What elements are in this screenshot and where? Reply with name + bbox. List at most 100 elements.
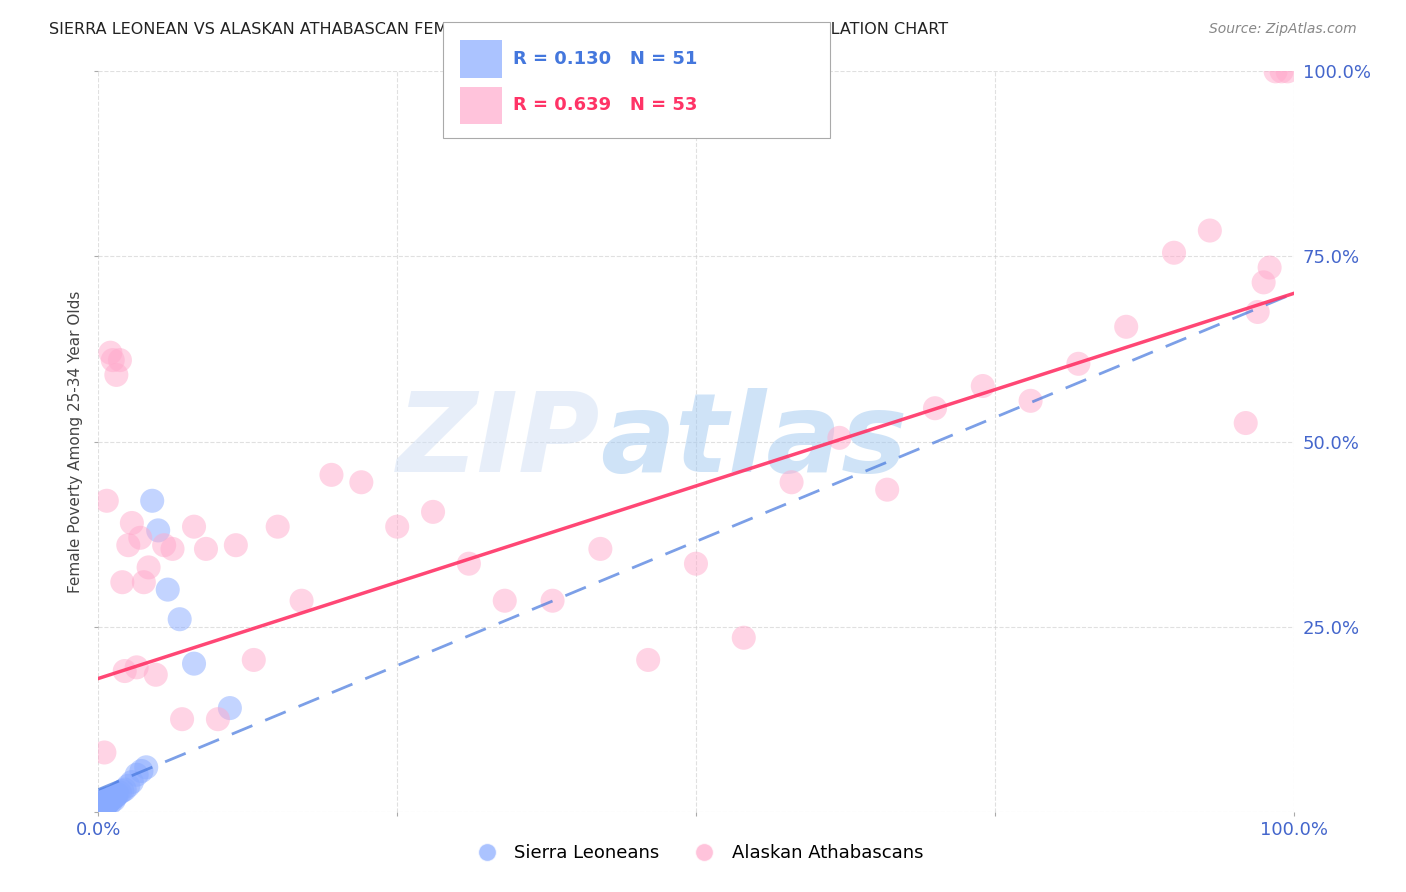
Point [111,575,134,590]
Point [733,631,755,645]
Point [1163,245,1185,260]
Point [98,345,122,359]
Point [91,798,114,813]
Point [225,538,247,552]
Point [1199,223,1222,237]
Point [125,767,148,781]
Point [876,483,898,497]
Point [1264,64,1286,78]
Point [131,764,153,778]
Point [153,538,176,552]
Point [1277,64,1299,78]
Point [169,612,191,626]
Point [1067,357,1090,371]
Point [291,593,314,607]
Point [350,475,373,490]
Point [183,657,205,671]
Text: R = 0.639   N = 53: R = 0.639 N = 53 [513,96,697,114]
Point [90,803,112,817]
Point [90,805,112,819]
Point [125,660,148,674]
Text: Source: ZipAtlas.com: Source: ZipAtlas.com [1209,22,1357,37]
Point [93,801,115,815]
Point [138,560,160,574]
Point [132,575,155,590]
Point [90,797,112,812]
Point [104,789,127,804]
Point [1019,393,1042,408]
Point [141,493,163,508]
Point [148,524,170,538]
Point [93,793,115,807]
Point [321,467,343,482]
Point [494,593,516,607]
Point [1234,416,1257,430]
Point [111,784,134,798]
Point [114,782,136,797]
Point [135,760,157,774]
Point [924,401,946,416]
Point [637,653,659,667]
Point [94,796,117,810]
Point [96,797,118,812]
Point [183,519,205,533]
Point [90,800,112,814]
Point [1271,64,1294,78]
Point [117,538,139,552]
Point [98,793,122,807]
Point [89,805,111,819]
Point [129,531,152,545]
Point [96,794,118,808]
Point [91,797,114,812]
Point [780,475,803,490]
Point [385,519,409,533]
Point [105,789,128,803]
Point [267,519,290,533]
Point [162,541,184,556]
Point [172,712,194,726]
Point [243,653,266,667]
Point [1253,276,1275,290]
Text: ZIP: ZIP [396,388,600,495]
Point [685,557,707,571]
Point [91,803,114,817]
Point [117,779,139,793]
Point [972,379,994,393]
Point [93,796,115,810]
Point [121,775,143,789]
Point [828,431,851,445]
Point [105,368,128,382]
Point [94,793,117,807]
Point [107,787,129,801]
Point [93,798,115,813]
Point [145,667,167,681]
Point [98,794,121,808]
Point [89,805,111,819]
Point [103,793,125,807]
Point [91,801,114,815]
Point [195,541,218,556]
Point [422,505,444,519]
Point [121,516,143,530]
Point [458,557,481,571]
Point [1258,260,1281,275]
Point [97,796,120,810]
Point [98,796,122,810]
Point [89,798,111,813]
Point [108,353,131,368]
Point [156,582,179,597]
Point [89,801,111,815]
Point [101,353,124,368]
Point [93,746,115,760]
Y-axis label: Female Poverty Among 25-34 Year Olds: Female Poverty Among 25-34 Year Olds [67,291,83,592]
Point [101,791,124,805]
Point [98,791,121,805]
Point [91,796,114,810]
Legend: Sierra Leoneans, Alaskan Athabascans: Sierra Leoneans, Alaskan Athabascans [461,837,931,870]
Point [96,791,118,805]
Text: R = 0.130   N = 51: R = 0.130 N = 51 [513,50,697,68]
Point [589,541,612,556]
Point [207,712,229,726]
Point [1115,319,1137,334]
Text: atlas: atlas [600,388,908,495]
